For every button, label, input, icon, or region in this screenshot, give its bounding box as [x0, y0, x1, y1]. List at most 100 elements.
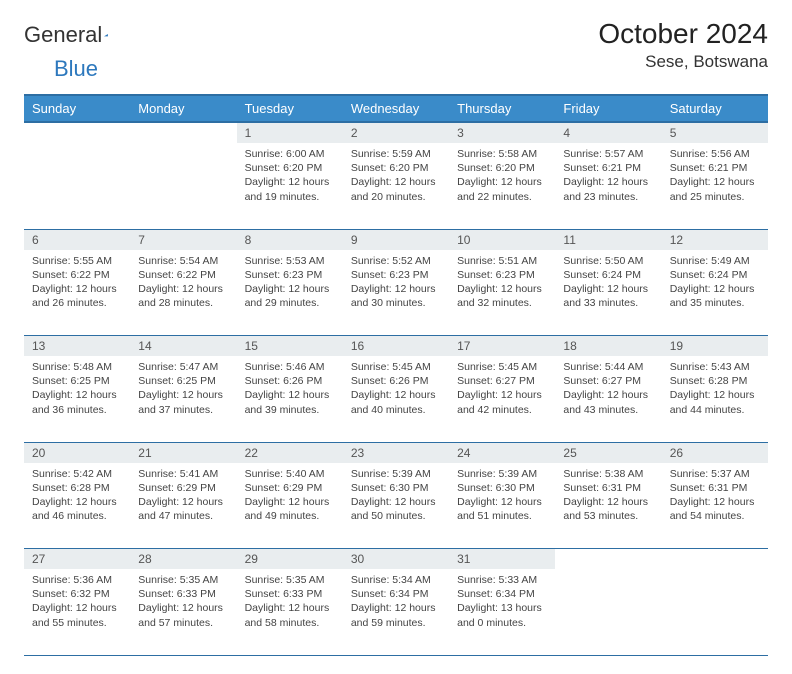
day-line: Sunset: 6:20 PM [351, 161, 441, 175]
day-line: Daylight: 12 hours [351, 601, 441, 615]
day-line: Sunset: 6:34 PM [457, 587, 547, 601]
day-cell [662, 569, 768, 655]
day-line: Daylight: 12 hours [351, 282, 441, 296]
day-line: Sunset: 6:21 PM [670, 161, 760, 175]
day-line: Daylight: 12 hours [670, 495, 760, 509]
day-line: Sunrise: 5:59 AM [351, 147, 441, 161]
day-number-cell: 14 [130, 336, 236, 357]
day-line: and 25 minutes. [670, 190, 760, 204]
day-line: and 59 minutes. [351, 616, 441, 630]
day-line: and 50 minutes. [351, 509, 441, 523]
day-number-cell: 6 [24, 229, 130, 250]
day-line: Sunrise: 5:52 AM [351, 254, 441, 268]
day-cell: Sunrise: 5:47 AMSunset: 6:25 PMDaylight:… [130, 356, 236, 442]
day-line: Sunrise: 5:48 AM [32, 360, 122, 374]
day-line: Sunset: 6:27 PM [563, 374, 653, 388]
day-header: Wednesday [343, 95, 449, 122]
day-number-cell [555, 549, 661, 570]
day-line: Sunset: 6:25 PM [138, 374, 228, 388]
day-line: and 26 minutes. [32, 296, 122, 310]
day-line: Sunrise: 5:36 AM [32, 573, 122, 587]
day-number-cell: 30 [343, 549, 449, 570]
day-line: Daylight: 12 hours [351, 495, 441, 509]
day-line: Sunrise: 5:39 AM [457, 467, 547, 481]
day-number-cell: 29 [237, 549, 343, 570]
day-line: Sunrise: 5:50 AM [563, 254, 653, 268]
day-details: Sunrise: 5:35 AMSunset: 6:33 PMDaylight:… [130, 569, 236, 636]
day-details: Sunrise: 5:41 AMSunset: 6:29 PMDaylight:… [130, 463, 236, 530]
day-number-row: 6789101112 [24, 229, 768, 250]
day-details: Sunrise: 5:43 AMSunset: 6:28 PMDaylight:… [662, 356, 768, 423]
day-line: Sunrise: 5:37 AM [670, 467, 760, 481]
day-details: Sunrise: 5:48 AMSunset: 6:25 PMDaylight:… [24, 356, 130, 423]
day-line: and 37 minutes. [138, 403, 228, 417]
day-details: Sunrise: 5:44 AMSunset: 6:27 PMDaylight:… [555, 356, 661, 423]
day-line: and 49 minutes. [245, 509, 335, 523]
day-line: and 22 minutes. [457, 190, 547, 204]
day-line: and 51 minutes. [457, 509, 547, 523]
day-line: Sunrise: 5:42 AM [32, 467, 122, 481]
day-cell: Sunrise: 5:54 AMSunset: 6:22 PMDaylight:… [130, 250, 236, 336]
day-number-cell: 9 [343, 229, 449, 250]
day-line: Sunset: 6:22 PM [32, 268, 122, 282]
day-number-row: 20212223242526 [24, 442, 768, 463]
day-cell: Sunrise: 5:48 AMSunset: 6:25 PMDaylight:… [24, 356, 130, 442]
day-number-cell: 18 [555, 336, 661, 357]
day-line: Daylight: 12 hours [138, 495, 228, 509]
day-line: Daylight: 13 hours [457, 601, 547, 615]
day-header: Sunday [24, 95, 130, 122]
day-line: Daylight: 12 hours [670, 175, 760, 189]
day-cell: Sunrise: 5:36 AMSunset: 6:32 PMDaylight:… [24, 569, 130, 655]
day-line: Daylight: 12 hours [670, 388, 760, 402]
day-line: and 35 minutes. [670, 296, 760, 310]
day-line: Sunset: 6:23 PM [351, 268, 441, 282]
day-cell: Sunrise: 5:35 AMSunset: 6:33 PMDaylight:… [130, 569, 236, 655]
day-content-row: Sunrise: 5:36 AMSunset: 6:32 PM Daylight:… [24, 569, 768, 655]
day-cell: Sunrise: 6:00 AMSunset: 6:20 PMDaylight:… [237, 143, 343, 229]
day-cell: Sunrise: 5:49 AMSunset: 6:24 PMDaylight:… [662, 250, 768, 336]
day-cell [24, 143, 130, 229]
day-line: Sunrise: 5:35 AM [245, 573, 335, 587]
day-line: Sunset: 6:23 PM [457, 268, 547, 282]
day-line: Sunrise: 5:39 AM [351, 467, 441, 481]
day-line: Daylight: 12 hours [351, 388, 441, 402]
logo-text-1: General [24, 22, 102, 48]
day-cell: Sunrise: 5:50 AMSunset: 6:24 PMDaylight:… [555, 250, 661, 336]
day-line: Sunrise: 5:57 AM [563, 147, 653, 161]
day-line: Sunset: 6:32 PM [32, 587, 122, 601]
day-line: Sunrise: 5:33 AM [457, 573, 547, 587]
day-line: Daylight: 12 hours [351, 175, 441, 189]
month-title: October 2024 [598, 18, 768, 50]
day-number-cell: 21 [130, 442, 236, 463]
day-line: and 30 minutes. [351, 296, 441, 310]
day-line: Daylight: 12 hours [245, 175, 335, 189]
day-line: and 39 minutes. [245, 403, 335, 417]
day-content-row: Sunrise: 5:48 AM Sunset: 6:25 PM Daylight:… [24, 356, 768, 442]
day-line: Sunrise: 5:45 AM [351, 360, 441, 374]
day-line: Sunset: 6:24 PM [670, 268, 760, 282]
day-details: Sunrise: 5:47 AMSunset: 6:25 PMDaylight:… [130, 356, 236, 423]
day-details: Sunrise: 5:51 AMSunset: 6:23 PMDaylight:… [449, 250, 555, 317]
day-number-cell: 3 [449, 122, 555, 143]
day-line: Sunset: 6:28 PM [32, 481, 122, 495]
day-number-cell: 17 [449, 336, 555, 357]
day-header: Friday [555, 95, 661, 122]
day-line: Daylight: 12 hours [670, 282, 760, 296]
day-number-cell: 8 [237, 229, 343, 250]
day-line: Daylight: 12 hours [245, 282, 335, 296]
day-number-cell: 15 [237, 336, 343, 357]
day-cell: Sunrise: 5:59 AMSunset: 6:20 PMDaylight:… [343, 143, 449, 229]
day-details: Sunrise: 5:56 AMSunset: 6:21 PMDaylight:… [662, 143, 768, 210]
day-cell: Sunrise: 5:53 AMSunset: 6:23 PMDaylight:… [237, 250, 343, 336]
day-cell [555, 569, 661, 655]
day-details: Sunrise: 5:34 AMSunset: 6:34 PMDaylight:… [343, 569, 449, 636]
day-details: Sunrise: 5:36 AMSunset: 6:32 PMDaylight:… [24, 569, 130, 636]
day-line: Sunrise: 5:51 AM [457, 254, 547, 268]
logo-text-2: Blue [54, 56, 98, 82]
day-line: Daylight: 12 hours [563, 388, 653, 402]
day-details: Sunrise: 5:55 AMSunset: 6:22 PMDaylight:… [24, 250, 130, 317]
day-details: Sunrise: 5:53 AMSunset: 6:23 PMDaylight:… [237, 250, 343, 317]
day-number-cell: 23 [343, 442, 449, 463]
day-line: Sunset: 6:21 PM [563, 161, 653, 175]
day-line: Sunset: 6:23 PM [245, 268, 335, 282]
